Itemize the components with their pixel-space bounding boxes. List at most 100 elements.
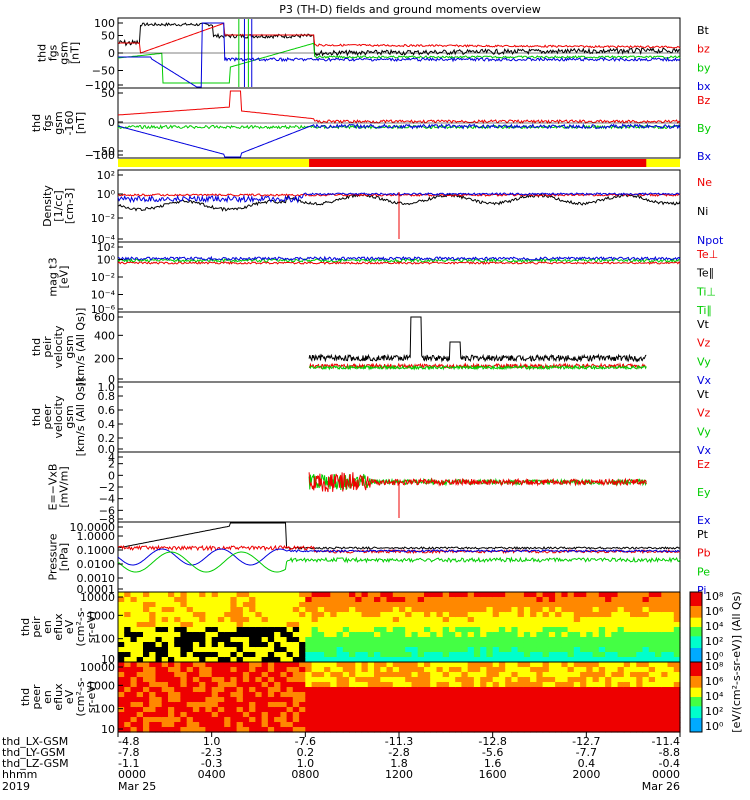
spectrogram-cell — [430, 647, 437, 653]
spectrogram-cell — [424, 637, 431, 643]
spectrogram-cell — [367, 632, 375, 638]
spectrogram-cell — [505, 637, 512, 643]
spectrogram-cell — [623, 722, 631, 728]
spectrogram-cell — [667, 592, 675, 598]
spectrogram-cell — [611, 617, 619, 623]
spectrogram-cell — [261, 617, 269, 623]
spectrogram-cell — [161, 647, 169, 653]
spectrogram-cell — [598, 697, 606, 703]
colorbar-cell — [690, 631, 702, 635]
spectrogram-cell — [486, 592, 494, 598]
spectrogram-cell — [505, 657, 512, 663]
spectrogram-cell — [299, 642, 306, 648]
colorbar-cell — [690, 643, 702, 647]
spectrogram-cell — [305, 677, 313, 683]
spectrogram-cell — [548, 687, 556, 693]
spectrogram-cell — [517, 717, 525, 723]
spectrogram-cell — [230, 657, 238, 663]
spectrogram-cell — [255, 692, 263, 698]
spectrogram-cell — [548, 727, 556, 733]
spectrogram-cell — [405, 627, 412, 633]
spectrogram-cell — [355, 687, 363, 693]
spectrogram-cell — [249, 707, 256, 713]
spectrogram-cell — [280, 667, 288, 673]
spectrogram-cell — [642, 612, 650, 618]
spectrogram-cell — [230, 612, 238, 618]
y-tick-label: 1000 — [87, 679, 115, 692]
spectrogram-cell — [236, 607, 244, 613]
spectrogram-cell — [355, 722, 363, 728]
spectrogram-cell — [492, 707, 500, 713]
spectrogram-cell — [642, 637, 650, 643]
spectrogram-cell — [149, 692, 156, 698]
spectrogram-cell — [199, 607, 206, 613]
spectrogram-cell — [143, 687, 150, 693]
spectrogram-cell — [536, 637, 544, 643]
spectrogram-cell — [255, 697, 263, 703]
spectrogram-cell — [617, 667, 625, 673]
spectrogram-cell — [136, 717, 144, 723]
spectrogram-cell — [424, 602, 431, 608]
y-axis-label: sr-eV) — [85, 681, 98, 713]
spectrogram-cell — [530, 617, 537, 623]
spectrogram-cell — [280, 642, 288, 648]
spectrogram-cell — [655, 627, 662, 633]
spectrogram-cell — [211, 602, 219, 608]
spectrogram-cell — [236, 707, 244, 713]
spectrogram-cell — [286, 597, 294, 603]
colorbar-cell — [690, 592, 702, 595]
spectrogram-cell — [461, 622, 469, 628]
spectrogram-cell — [168, 637, 175, 643]
spectrogram-cell — [274, 667, 281, 673]
spectrogram-cell — [292, 722, 300, 728]
spectrogram-cell — [299, 592, 306, 598]
spectrogram-cell — [249, 687, 256, 693]
colorbar-cell — [690, 664, 702, 668]
spectrogram-cell — [211, 632, 219, 638]
spectrogram-cell — [405, 607, 412, 613]
spectrogram-cell — [374, 642, 381, 648]
spectrogram-cell — [205, 602, 213, 608]
spectrogram-cell — [174, 697, 181, 703]
colorbar-tick: 10⁴ — [705, 620, 724, 633]
spectrogram-cell — [567, 722, 575, 728]
y-axis-label: eV — [63, 619, 76, 634]
x-tick-label: 1.6 — [484, 757, 502, 770]
spectrogram-cell — [155, 637, 163, 643]
spectrogram-cell — [542, 717, 550, 723]
spectrogram-cell — [548, 677, 556, 683]
colorbar-cell — [690, 603, 702, 607]
spectrogram-cell — [255, 637, 263, 643]
spectrogram-cell — [149, 602, 156, 608]
colorbar-cell — [690, 634, 702, 637]
spectrogram-cell — [605, 602, 612, 608]
spectrogram-cell — [392, 602, 400, 608]
spectrogram-cell — [473, 627, 481, 633]
x-row-label: thd_LY-GSM — [2, 746, 65, 759]
spectrogram-cell — [311, 647, 319, 653]
spectrogram-cell — [392, 627, 400, 633]
spectrogram-cell — [399, 622, 406, 628]
spectrogram-cell — [242, 597, 250, 603]
spectrogram-cell — [161, 657, 169, 663]
spectrogram-cell — [473, 652, 481, 658]
spectrogram-cell — [405, 592, 412, 598]
spectrogram-cell — [673, 592, 681, 598]
spectrogram-cell — [436, 692, 444, 698]
spectrogram-cell — [611, 667, 619, 673]
spectrogram-cell — [330, 677, 338, 683]
spectrogram-cell — [130, 727, 138, 733]
spectrogram-cell — [311, 697, 319, 703]
spectrogram-cell — [567, 627, 575, 633]
spectrogram-cell — [611, 677, 619, 683]
spectrogram-cell — [567, 592, 575, 598]
spectrogram-cell — [143, 597, 150, 603]
spectrogram-cell — [648, 632, 656, 638]
spectrogram-cell — [199, 617, 206, 623]
spectrogram-cell — [330, 687, 338, 693]
spectrogram-cell — [367, 682, 375, 688]
spectrogram-cell — [211, 677, 219, 683]
spectrogram-cell — [236, 712, 244, 718]
spectrogram-cell — [136, 677, 144, 683]
spectrogram-cell — [480, 727, 487, 733]
